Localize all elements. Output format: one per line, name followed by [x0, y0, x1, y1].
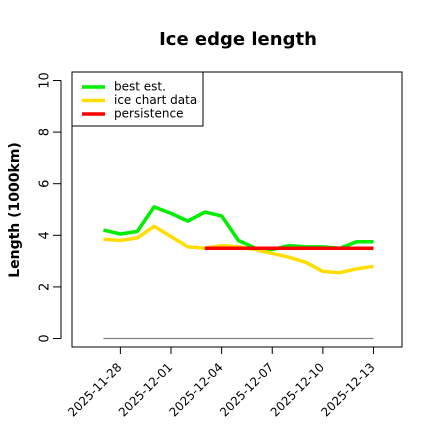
y-tick-label: 4 — [38, 231, 53, 239]
series-line-best-est — [103, 205, 374, 252]
legend-label-persistence: persistence — [114, 107, 183, 121]
y-axis-label: Length (1000km) — [7, 142, 23, 278]
y-tick-label: 0 — [38, 334, 53, 342]
x-axis: 2025-11-282025-12-012025-12-042025-12-07… — [65, 346, 378, 419]
y-tick-label: 10 — [38, 72, 53, 89]
y-tick-label: 6 — [38, 180, 53, 188]
y-tick-label: 8 — [38, 128, 53, 136]
y-tick-label: 2 — [38, 283, 53, 291]
series-layer — [103, 205, 374, 340]
legend-label-ice-chart-data: ice chart data — [114, 93, 197, 107]
y-axis: 0 2 4 6 8 10 — [38, 72, 62, 343]
chart-title: Ice edge length — [159, 29, 317, 50]
x-tick-label: 2025-12-13 — [318, 360, 377, 419]
legend-label-best-est: best est. — [114, 80, 166, 94]
